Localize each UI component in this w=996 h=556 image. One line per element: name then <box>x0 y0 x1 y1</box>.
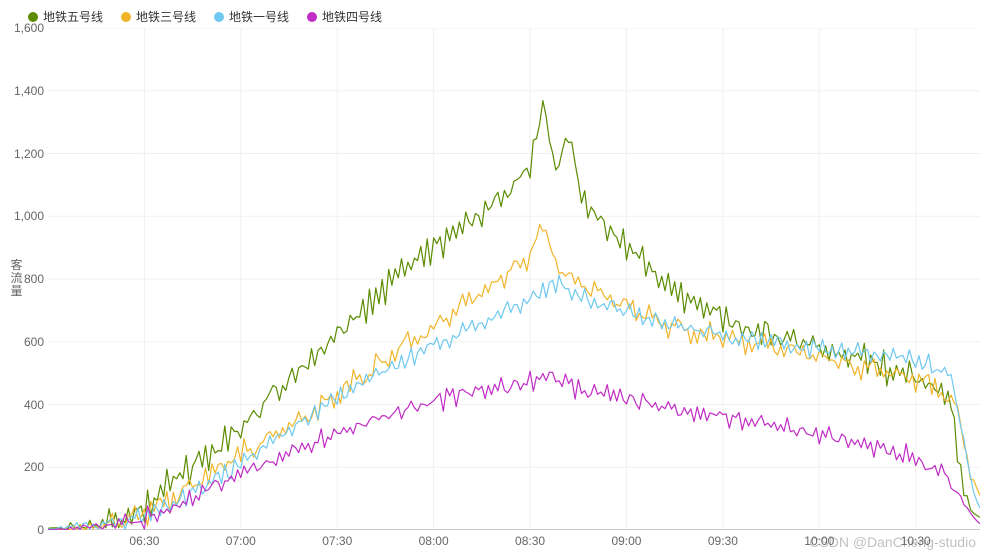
series-line3 <box>48 225 980 530</box>
ytick-label: 600 <box>4 335 44 349</box>
ytick-label: 1,600 <box>4 21 44 35</box>
legend-item-line1[interactable]: 地铁一号线 <box>214 8 289 25</box>
series-line5 <box>48 101 980 529</box>
xtick-label: 06:30 <box>129 534 159 548</box>
xtick-label: 10:00 <box>804 534 834 548</box>
legend-label: 地铁三号线 <box>136 8 196 25</box>
legend: 地铁五号线 地铁三号线 地铁一号线 地铁四号线 <box>28 8 382 25</box>
chart-container: 地铁五号线地铁三号线地铁一号线地铁四号线 客流量 CSDN @DanCheng-… <box>0 0 996 556</box>
xtick-label: 07:30 <box>322 534 352 548</box>
legend-swatch-icon <box>214 12 224 22</box>
ytick-label: 800 <box>4 272 44 286</box>
legend-label: 地铁一号线 <box>229 8 289 25</box>
ytick-label: 1,200 <box>4 147 44 161</box>
ytick-label: 1,000 <box>4 209 44 223</box>
series-line1 <box>48 276 980 530</box>
legend-swatch-icon <box>307 12 317 22</box>
xtick-label: 09:30 <box>708 534 738 548</box>
series-line4 <box>48 371 980 530</box>
ytick-label: 400 <box>4 398 44 412</box>
ytick-label: 0 <box>4 523 44 537</box>
ytick-label: 200 <box>4 460 44 474</box>
legend-label: 地铁四号线 <box>322 8 382 25</box>
legend-item-line3[interactable]: 地铁三号线 <box>121 8 196 25</box>
ytick-label: 1,400 <box>4 84 44 98</box>
line-chart-plot <box>48 28 980 530</box>
legend-swatch-icon <box>28 12 38 22</box>
xtick-label: 08:30 <box>515 534 545 548</box>
xtick-label: 09:00 <box>611 534 641 548</box>
legend-item-line4[interactable]: 地铁四号线 <box>307 8 382 25</box>
xtick-label: 08:00 <box>419 534 449 548</box>
xtick-label: 07:00 <box>226 534 256 548</box>
legend-label: 地铁五号线 <box>43 8 103 25</box>
legend-swatch-icon <box>121 12 131 22</box>
xtick-label: 10:30 <box>901 534 931 548</box>
